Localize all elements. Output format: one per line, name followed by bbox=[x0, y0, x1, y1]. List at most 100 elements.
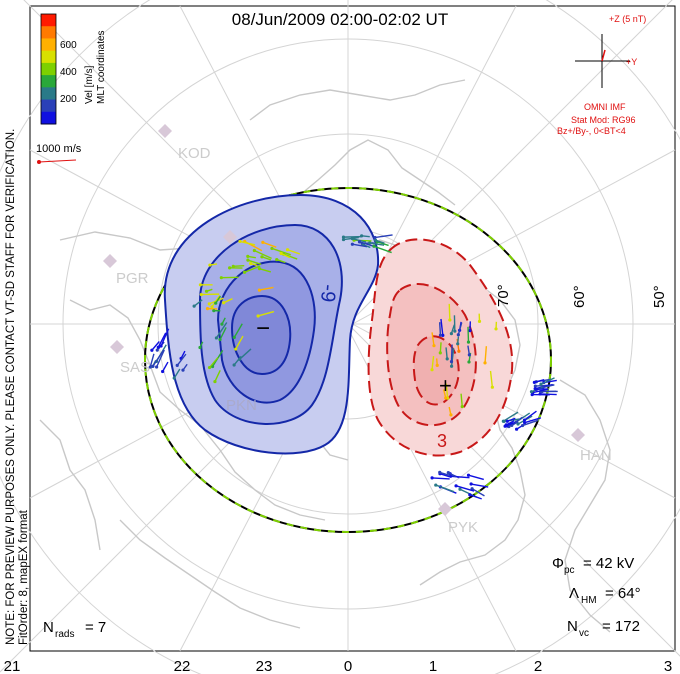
velocity-vector-origin bbox=[172, 376, 176, 380]
velocity-vector bbox=[219, 327, 227, 340]
svg-text:PGR: PGR bbox=[116, 270, 149, 287]
velocity-vector bbox=[440, 318, 444, 336]
velocity-vector-origin bbox=[456, 342, 460, 346]
lat-label-60: 60° bbox=[571, 285, 588, 308]
velocity-vector bbox=[176, 353, 187, 366]
velocity-vector-origin bbox=[279, 251, 283, 256]
velocity-vector-origin bbox=[285, 248, 290, 252]
velocity-vector bbox=[152, 349, 165, 367]
svg-text:KOD: KOD bbox=[178, 145, 211, 162]
velocity-vector-origin bbox=[234, 347, 238, 351]
velocity-vector bbox=[149, 353, 155, 368]
svg-text:Φ: Φ bbox=[552, 555, 564, 572]
mlt-tick-22: 22 bbox=[174, 658, 191, 674]
velocity-vector-origin bbox=[448, 318, 452, 322]
velocity-vector-origin bbox=[228, 266, 232, 270]
station-han: HAN bbox=[571, 428, 612, 464]
velocity-vector-origin bbox=[468, 493, 472, 497]
velocity-vector bbox=[484, 346, 488, 363]
velocity-vector-origin bbox=[466, 473, 471, 477]
mlt-tick-21: 21 bbox=[4, 658, 21, 674]
velocity-vector bbox=[352, 243, 368, 248]
velocity-vector bbox=[233, 355, 242, 366]
velocity-vector bbox=[280, 252, 291, 259]
svg-text:= 42 kV: = 42 kV bbox=[583, 555, 634, 572]
velocity-vector bbox=[283, 253, 298, 260]
velocity-vector bbox=[374, 234, 393, 239]
colorbar-tick-400: 400 bbox=[60, 67, 77, 78]
mlt-tick-23: 23 bbox=[256, 658, 273, 674]
svg-text:PYK: PYK bbox=[448, 519, 478, 536]
velocity-vector bbox=[468, 474, 484, 481]
velocity-vector bbox=[522, 419, 539, 427]
velocity-vector-origin bbox=[505, 424, 509, 428]
velocity-vector-origin bbox=[213, 379, 217, 384]
velocity-vector bbox=[233, 264, 245, 268]
imf-z-label: +Z (5 nT) bbox=[609, 14, 646, 24]
svg-text:N: N bbox=[567, 618, 578, 635]
colorbar-label: Vel [m/s] bbox=[84, 65, 95, 104]
velocity-vector-origin bbox=[181, 368, 185, 372]
velocity-vector bbox=[470, 483, 489, 488]
velocity-vector bbox=[369, 242, 385, 246]
velocity-vector bbox=[151, 341, 160, 351]
velocity-vector bbox=[439, 473, 450, 478]
velocity-vector bbox=[244, 265, 261, 273]
velocity-vector-origin bbox=[522, 418, 527, 422]
imf-clock bbox=[575, 34, 630, 88]
velocity-vector bbox=[211, 294, 221, 308]
velocity-vector bbox=[259, 286, 274, 291]
mlt-axis: 21 22 23 0 1 2 3 bbox=[4, 658, 673, 674]
velocity-vector bbox=[287, 249, 301, 255]
imf-condition: Bz+/By-, 0<BT<4 bbox=[557, 126, 626, 136]
velocity-vector bbox=[215, 322, 228, 339]
velocity-vector-origin bbox=[529, 390, 534, 394]
velocity-vector bbox=[239, 348, 252, 360]
velocity-vector-origin bbox=[198, 345, 202, 350]
lat-label-50: 50° bbox=[651, 285, 668, 308]
velocity-vector bbox=[435, 484, 455, 493]
velocity-vector-origin bbox=[260, 255, 264, 259]
station-pgr: PGR bbox=[103, 254, 149, 287]
velocity-vector bbox=[343, 236, 359, 241]
velocity-vector-origin bbox=[199, 292, 203, 297]
velocity-vector bbox=[214, 370, 221, 382]
velocity-vector-origin bbox=[449, 332, 454, 336]
velocity-vector-origin bbox=[490, 385, 494, 389]
velocity-vector-origin bbox=[238, 239, 242, 244]
velocity-vector-origin bbox=[205, 307, 210, 311]
svg-text:HAN: HAN bbox=[580, 447, 612, 464]
colorbar-segment bbox=[41, 38, 56, 52]
color-bar bbox=[40, 13, 57, 125]
velocity-vector-origin bbox=[466, 340, 471, 344]
velocity-vector bbox=[438, 322, 442, 336]
velocity-vectors bbox=[148, 234, 558, 500]
velocity-vector-origin bbox=[483, 361, 487, 365]
velocity-vector bbox=[239, 240, 256, 246]
velocity-vector bbox=[223, 298, 233, 304]
velocity-vector bbox=[540, 393, 557, 396]
velocity-vector-origin bbox=[444, 396, 448, 400]
stat-lambda: Λ HM = 64° bbox=[569, 585, 641, 606]
hm-boundary bbox=[144, 187, 552, 533]
velocity-vector bbox=[471, 488, 485, 497]
velocity-vector-origin bbox=[516, 422, 520, 426]
velocity-vector-origin bbox=[219, 276, 223, 280]
velocity-vector-origin bbox=[477, 319, 482, 323]
colorbar-segment bbox=[41, 14, 56, 27]
svg-text:HM: HM bbox=[581, 595, 597, 606]
colorbar-frame bbox=[40, 13, 57, 125]
velocity-vector bbox=[233, 323, 243, 338]
scale-vector bbox=[37, 159, 77, 164]
velocity-vector bbox=[193, 299, 203, 307]
velocity-vector-origin bbox=[360, 234, 364, 238]
velocity-vector-origin bbox=[150, 348, 154, 352]
velocity-vector bbox=[460, 393, 463, 407]
colorbar-segment bbox=[41, 111, 56, 125]
velocity-vector-origin bbox=[435, 363, 439, 367]
svg-text:= 64°: = 64° bbox=[605, 585, 641, 602]
lat-label-70: 70° bbox=[495, 284, 512, 307]
velocity-vector-origin bbox=[204, 289, 209, 293]
velocity-vector-origin bbox=[207, 365, 212, 370]
stat-nvc: N vc = 172 bbox=[567, 618, 640, 639]
